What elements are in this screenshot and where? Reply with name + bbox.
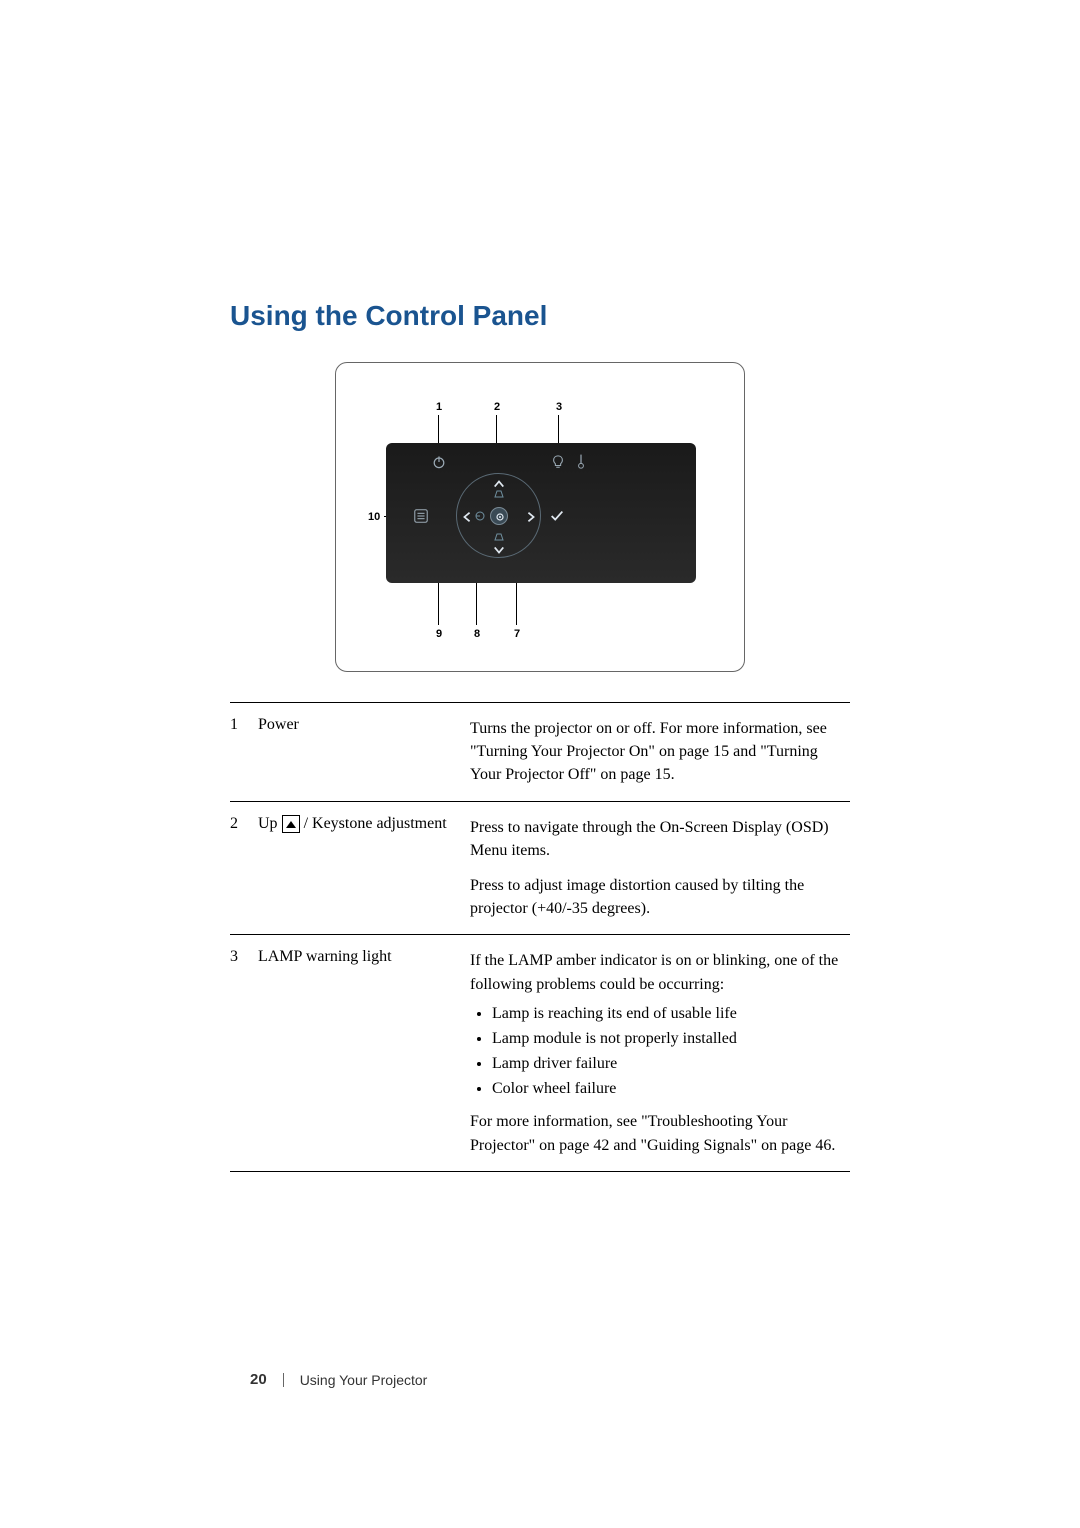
table-row: 1 Power Turns the projector on or off. F…: [230, 702, 850, 801]
right-arrow-icon: [524, 509, 538, 525]
power-icon: [430, 453, 448, 471]
up-arrow-icon: [490, 477, 508, 491]
left-arrow-icon: [460, 509, 474, 525]
row-description: Press to navigate through the On-Screen …: [470, 812, 850, 925]
callout-1: 1: [436, 401, 442, 413]
callout-3: 3: [556, 401, 562, 413]
up-key-icon: [282, 815, 300, 833]
menu-icon: [412, 507, 430, 525]
callout-7: 7: [514, 628, 520, 640]
desc-text: Turns the projector on or off. For more …: [470, 717, 850, 787]
temp-icon: [576, 451, 586, 471]
keystone-up-icon: [493, 490, 505, 498]
label-post: / Keystone adjustment: [300, 815, 447, 832]
section-heading: Using the Control Panel: [230, 300, 850, 332]
table-row: 2 Up / Keystone adjustment Press to navi…: [230, 801, 850, 935]
desc-text: Press to navigate through the On-Screen …: [470, 816, 850, 862]
page-number: 20: [250, 1371, 267, 1388]
callout-9: 9: [436, 628, 442, 640]
label-pre: Up: [258, 815, 282, 832]
row-description: Turns the projector on or off. For more …: [470, 713, 850, 791]
callout-8: 8: [474, 628, 480, 640]
enter-button-icon: [490, 507, 508, 525]
lamp-icon: [550, 453, 566, 471]
list-item: Color wheel failure: [492, 1077, 850, 1100]
row-number: 2: [230, 812, 258, 925]
down-arrow-icon: [490, 543, 508, 557]
callout-10: 10: [368, 511, 380, 523]
desc-outro: For more information, see "Troubleshooti…: [470, 1110, 850, 1156]
row-label: LAMP warning light: [258, 945, 470, 1161]
row-number: 1: [230, 713, 258, 791]
desc-text: Press to adjust image distortion caused …: [470, 874, 850, 920]
footer-section: Using Your Projector: [300, 1372, 428, 1388]
list-item: Lamp module is not properly installed: [492, 1027, 850, 1050]
control-panel-table: 1 Power Turns the projector on or off. F…: [230, 702, 850, 1172]
problem-list: Lamp is reaching its end of usable life …: [470, 1002, 850, 1101]
list-item: Lamp driver failure: [492, 1052, 850, 1075]
row-label: Up / Keystone adjustment: [258, 812, 470, 925]
footer-divider: [283, 1373, 284, 1387]
keystone-down-icon: [493, 533, 505, 541]
table-row: 3 LAMP warning light If the LAMP amber i…: [230, 934, 850, 1172]
control-panel-diagram: 1 2 3 4 5 6 7 8 9 10: [335, 362, 745, 672]
list-item: Lamp is reaching its end of usable life: [492, 1002, 850, 1025]
row-number: 3: [230, 945, 258, 1161]
desc-intro: If the LAMP amber indicator is on or bli…: [470, 949, 850, 995]
check-icon: [548, 507, 566, 525]
row-description: If the LAMP amber indicator is on or bli…: [470, 945, 850, 1161]
callout-2: 2: [494, 401, 500, 413]
page-footer: 20 Using Your Projector: [250, 1371, 427, 1388]
row-label: Power: [258, 713, 470, 791]
source-icon: [474, 511, 486, 521]
